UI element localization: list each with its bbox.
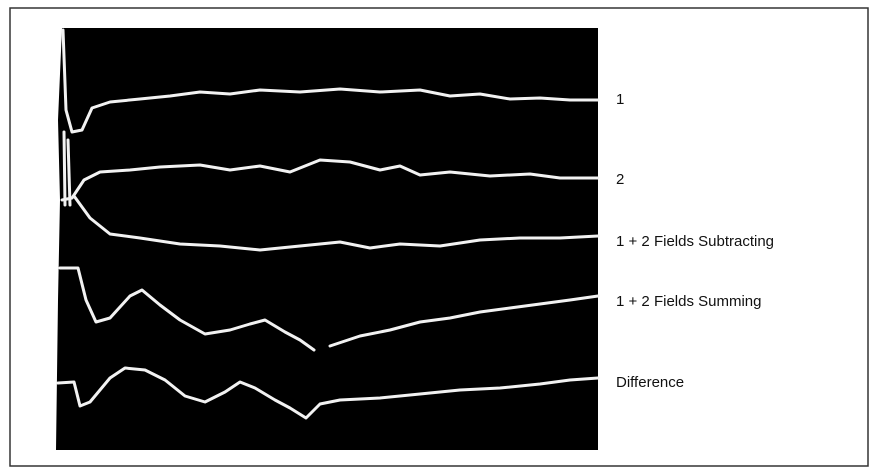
trace-summing	[58, 266, 316, 352]
trace-label: 2	[616, 171, 624, 188]
trace-label: Difference	[616, 374, 684, 391]
trace-summing-2	[328, 294, 600, 348]
trace-subtracting	[72, 194, 600, 252]
trace-vertical	[62, 130, 72, 207]
oscilloscope-panel	[56, 28, 598, 450]
trace-difference	[56, 366, 600, 420]
trace-label: 1 + 2 Fields Summing	[616, 293, 761, 310]
trace-2	[60, 158, 600, 202]
trace-label: 1 + 2 Fields Subtracting	[616, 233, 774, 250]
trace-label: 1	[616, 91, 624, 108]
trace-1	[61, 28, 600, 134]
